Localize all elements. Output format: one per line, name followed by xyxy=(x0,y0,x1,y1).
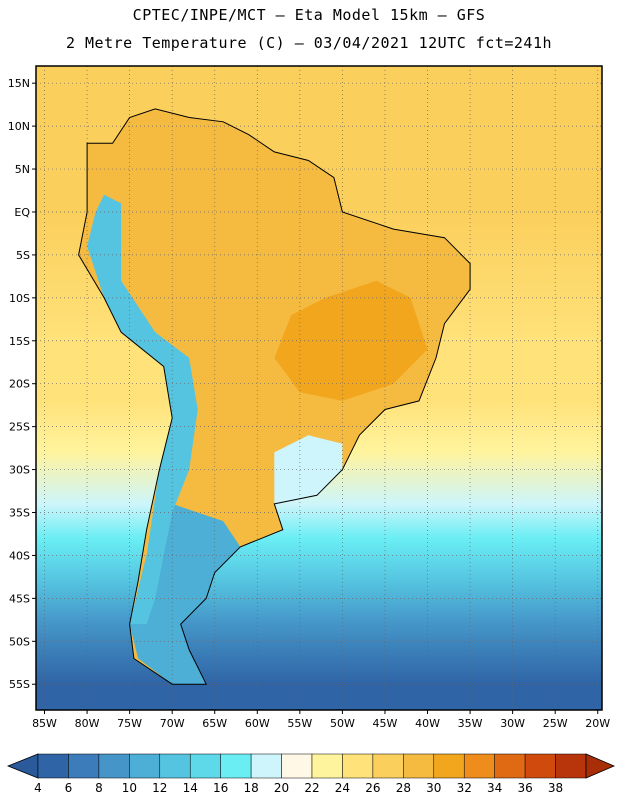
lon-tick-label: 70W xyxy=(160,717,185,730)
colorbar-label: 28 xyxy=(396,781,411,795)
colorbar-low-arrow xyxy=(6,753,39,779)
colorbar-label: 38 xyxy=(548,781,563,795)
lon-tick-label: 75W xyxy=(117,717,142,730)
lon-tick-label: 40W xyxy=(415,717,440,730)
lon-tick-label: 80W xyxy=(75,717,100,730)
coastline xyxy=(78,108,471,685)
colorbar-label: 34 xyxy=(487,781,502,795)
colorbar-swatch xyxy=(433,753,465,779)
lat-tick-label: 55S xyxy=(9,678,30,691)
gridlines xyxy=(36,66,602,710)
colorbar-label: 18 xyxy=(243,781,258,795)
title-line-1: CPTEC/INPE/MCT – Eta Model 15km – GFS xyxy=(132,6,486,24)
colorbar-label: 16 xyxy=(213,781,228,795)
colorbar-label: 4 xyxy=(34,781,42,795)
colorbar-label: 30 xyxy=(426,781,441,795)
colorbar: 4 6 8 10 12 14 16 18 20 22 24 26 28 30 32 34 36 38 xyxy=(6,753,616,795)
colorbar-swatch xyxy=(342,753,374,779)
colorbar-label: 24 xyxy=(335,781,350,795)
colorbar-swatch xyxy=(159,753,191,779)
lat-tick-label: 40S xyxy=(9,549,30,562)
colorbar-swatch xyxy=(220,753,252,779)
colorbar-swatch xyxy=(250,753,282,779)
colorbar-label: 14 xyxy=(183,781,198,795)
map-frame xyxy=(35,65,603,711)
colorbar-swatch xyxy=(311,753,343,779)
lat-tick-label: 25S xyxy=(9,421,30,434)
colorbar-label: 8 xyxy=(95,781,103,795)
lat-tick-label: 20S xyxy=(9,378,30,391)
colorbar-label: 20 xyxy=(274,781,289,795)
colorbar-swatch xyxy=(403,753,435,779)
colorbar-swatch xyxy=(555,753,587,779)
map-plot-area xyxy=(36,66,602,710)
lon-tick-label: 35W xyxy=(458,717,483,730)
lat-tick-label: 50S xyxy=(9,635,30,648)
colorbar-swatch xyxy=(524,753,556,779)
lon-tick-label: 85W xyxy=(32,717,57,730)
longitude-labels: 85W 80W 75W 70W 65W 60W 55W 50W 45W 40W 35W 30W 25W 2… xyxy=(32,710,610,730)
colorbar-high-arrow xyxy=(585,753,616,779)
colorbar-swatch xyxy=(98,753,130,779)
colorbar-label: 6 xyxy=(65,781,73,795)
colorbar-swatch xyxy=(189,753,221,779)
colorbar-swatch xyxy=(494,753,526,779)
colorbar-label: 32 xyxy=(457,781,472,795)
colorbar-swatch xyxy=(68,753,100,779)
colorbar-swatch xyxy=(281,753,313,779)
lat-tick-label: 15S xyxy=(9,335,30,348)
colorbar-label: 36 xyxy=(517,781,532,795)
country-borders xyxy=(78,108,471,685)
colorbar-swatch xyxy=(129,753,161,779)
lat-tick-label: 5S xyxy=(16,249,30,262)
lat-tick-label: 10S xyxy=(9,292,30,305)
lon-tick-label: 30W xyxy=(500,717,525,730)
lon-tick-label: 25W xyxy=(543,717,568,730)
lon-tick-label: 65W xyxy=(202,717,227,730)
colorbar-swatch xyxy=(37,753,69,779)
lat-tick-label: 10N xyxy=(8,120,30,133)
lon-tick-label: 20W xyxy=(585,717,610,730)
colorbar-label: 22 xyxy=(304,781,319,795)
land-temperature-field xyxy=(78,108,471,685)
lon-tick-label: 55W xyxy=(287,717,312,730)
lat-tick-label: 45S xyxy=(9,592,30,605)
lon-tick-label: 60W xyxy=(245,717,270,730)
andes-region xyxy=(87,194,198,625)
lon-tick-label: 50W xyxy=(330,717,355,730)
lat-tick-label: 15N xyxy=(8,77,30,90)
colorbar-swatch xyxy=(372,753,404,779)
colorbar-label: 12 xyxy=(152,781,167,795)
title-line-2: 2 Metre Temperature (C) – 03/04/2021 12U… xyxy=(65,34,553,52)
latitude-labels: 15N 10N 5N EQ 5S 10S 15S 20S 25S 30S 35S 40S 45S 50S 5… xyxy=(8,77,36,691)
colorbar-swatch xyxy=(463,753,495,779)
hot-interior-region xyxy=(274,280,428,401)
lon-tick-label: 45W xyxy=(373,717,398,730)
lat-tick-label: 5N xyxy=(15,163,30,176)
colorbar-label: 10 xyxy=(122,781,137,795)
lat-tick-label: EQ xyxy=(14,206,30,219)
lat-tick-label: 35S xyxy=(9,507,30,520)
lat-tick-label: 30S xyxy=(9,464,30,477)
colorbar-label: 26 xyxy=(365,781,380,795)
